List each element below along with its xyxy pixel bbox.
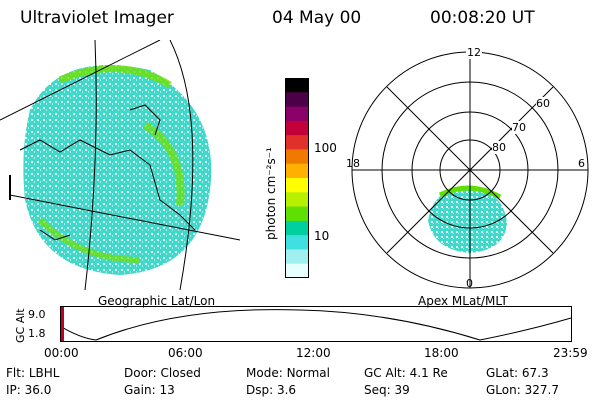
door-label: Door: [124, 366, 157, 380]
colorbar-swatch [285, 78, 309, 93]
filter-label: Flt: [6, 366, 25, 380]
status-seq: Seq: 39 [364, 383, 410, 397]
glon-value: 327.7 [524, 383, 559, 397]
time-readout: 00:08:20 UT [430, 8, 535, 28]
orbit-xtick-1: 06:00 [168, 346, 203, 360]
colorbar-swatch [285, 263, 309, 278]
glat-label: GLat: [486, 366, 519, 380]
app-title: Ultraviolet Imager [20, 8, 174, 28]
geographic-image [0, 40, 241, 290]
colorbar-swatch [285, 178, 309, 193]
colorbar-swatch [285, 92, 309, 108]
gc-alt-label: GC Alt: [364, 366, 406, 380]
orbit-ylabel: GC Alt [14, 308, 27, 343]
colorbar-tick-100: 100 [314, 141, 337, 155]
lat-label-70: 70 [512, 121, 526, 134]
colorbar-swatch [285, 249, 309, 265]
glon-label: GLon: [486, 383, 521, 397]
orbit-xtick-2: 12:00 [296, 346, 331, 360]
dsp-value: 3.6 [276, 383, 297, 397]
colorbar-unit-label: photon cm⁻²s⁻¹ [264, 147, 278, 240]
mode-label: Mode: [246, 366, 283, 380]
mlt-label-18: 18 [346, 157, 360, 170]
seq-label: Seq: [364, 383, 391, 397]
status-filter: Flt: LBHL [6, 366, 59, 380]
ip-label: IP: [6, 383, 21, 397]
orbit-xtick-3: 18:00 [424, 346, 459, 360]
door-value: Closed [160, 366, 201, 380]
mlt-label-6: 6 [578, 157, 585, 170]
status-door: Door: Closed [124, 366, 201, 380]
lat-label-60: 60 [536, 97, 550, 110]
status-gain: Gain: 13 [124, 383, 175, 397]
status-glat: GLat: 67.3 [486, 366, 549, 380]
date-readout: 04 May 00 [272, 8, 362, 28]
status-gc-alt: GC Alt: 4.1 Re [364, 366, 448, 380]
colorbar-swatch [285, 220, 309, 236]
polar-plot [351, 51, 589, 289]
orbit-altitude-plot [60, 306, 572, 342]
gain-value: 13 [159, 383, 175, 397]
gc-alt-value: 4.1 Re [409, 366, 448, 380]
colorbar-swatch [285, 106, 309, 122]
colorbar-swatch [285, 149, 309, 165]
lat-label-80: 80 [492, 141, 506, 154]
colorbar-swatch [285, 163, 309, 179]
status-mode: Mode: Normal [246, 366, 330, 380]
gain-label: Gain: [124, 383, 156, 397]
colorbar-swatch [285, 235, 309, 250]
colorbar [285, 78, 309, 278]
mlt-label-12: 12 [466, 46, 482, 59]
colorbar-swatch [285, 206, 309, 222]
status-ip: IP: 36.0 [6, 383, 51, 397]
orbit-xtick-4: 23:59 [553, 346, 588, 360]
mlt-label-0: 0 [466, 277, 473, 290]
ip-value: 36.0 [24, 383, 52, 397]
colorbar-border [285, 78, 309, 278]
polar-plot-label: Apex MLat/MLT [418, 294, 508, 308]
mode-value: Normal [286, 366, 330, 380]
colorbar-swatch [285, 135, 309, 150]
filter-value: LBHL [28, 366, 60, 380]
orbit-xtick-0: 00:00 [44, 346, 79, 360]
colorbar-swatch [285, 192, 309, 208]
status-dsp: Dsp: 3.6 [246, 383, 296, 397]
seq-value: 39 [394, 383, 410, 397]
orbit-ytick-max: 9.0 [28, 308, 46, 321]
colorbar-tick-10: 10 [314, 229, 330, 243]
status-glon: GLon: 327.7 [486, 383, 559, 397]
orbit-ytick-min: 1.8 [28, 327, 46, 340]
dsp-label: Dsp: [246, 383, 274, 397]
glat-value: 67.3 [521, 366, 549, 380]
colorbar-swatch [285, 120, 309, 136]
left-panel-label: Geographic Lat/Lon [98, 294, 216, 308]
